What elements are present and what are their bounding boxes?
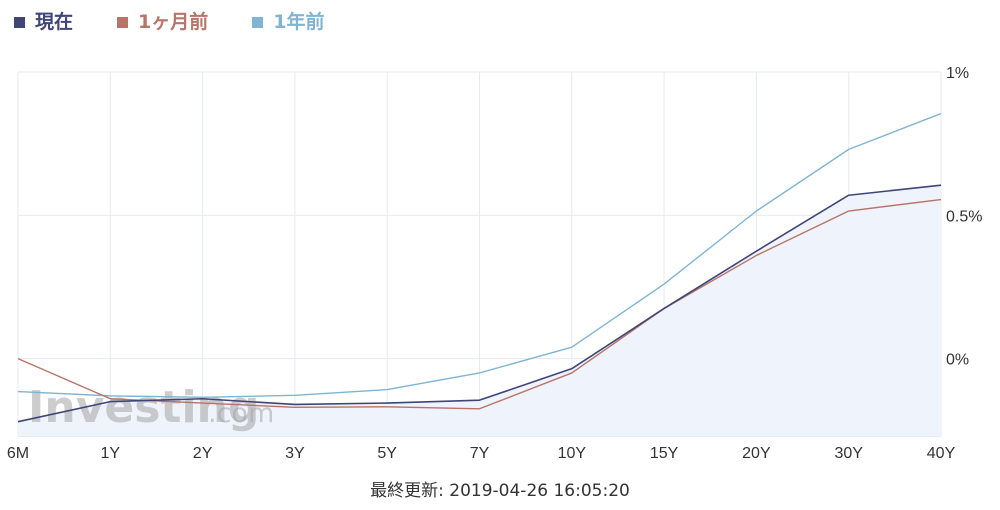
x-tick-label-5Y: 5Y <box>377 445 397 462</box>
legend: 現在 1ヶ月前 1年前 <box>14 8 368 36</box>
last-updated-value: 2019-04-26 16:05:20 <box>449 481 630 501</box>
y-tick-label-2: 0% <box>946 352 969 369</box>
yield-curve-chart: Investing .com 6M 1Y 2Y 3Y 5Y 7Y 10Y 15Y 20Y 30Y 4… <box>7 65 983 462</box>
area-current <box>18 185 941 436</box>
watermark-brand: Investing <box>28 382 259 433</box>
investing-watermark-logo: Investing .com <box>28 382 274 433</box>
legend-item-1-month-ago[interactable]: 1ヶ月前 <box>117 8 208 36</box>
x-tick-label-15Y: 15Y <box>650 445 679 462</box>
y-axis-labels: 1% 0.5% 0% <box>946 65 982 369</box>
x-tick-label-6M: 6M <box>7 445 29 462</box>
x-tick-label-10Y: 10Y <box>558 445 587 462</box>
legend-label-current: 現在 <box>35 11 74 33</box>
series-line-current <box>17 184 942 423</box>
x-tick-label-40Y: 40Y <box>927 445 956 462</box>
legend-item-1-year-ago[interactable]: 1年前 <box>252 8 324 36</box>
series-line-1-month-ago <box>17 198 942 410</box>
last-updated: 最終更新: 2019-04-26 16:05:20 <box>0 476 1000 501</box>
legend-label-1-year-ago: 1年前 <box>273 11 325 33</box>
series-line-1-year-ago <box>17 112 942 399</box>
x-tick-label-1Y: 1Y <box>101 445 121 462</box>
legend-item-current[interactable]: 現在 <box>14 8 73 36</box>
series-lines <box>17 112 942 423</box>
legend-swatch-1-year-ago-icon <box>252 16 264 28</box>
x-axis-labels: 6M 1Y 2Y 3Y 5Y 7Y 10Y 15Y 20Y 30Y 40Y <box>7 445 956 462</box>
x-tick-label-30Y: 30Y <box>834 445 863 462</box>
legend-swatch-1-month-ago-icon <box>117 16 129 28</box>
current-area-fill <box>18 185 941 436</box>
x-tick-label-2Y: 2Y <box>193 445 213 462</box>
x-tick-label-7Y: 7Y <box>470 445 490 462</box>
legend-label-1-month-ago: 1ヶ月前 <box>138 11 209 33</box>
y-tick-label-1: 0.5% <box>946 208 982 225</box>
y-tick-label-0: 1% <box>946 65 969 82</box>
x-tick-label-3Y: 3Y <box>285 445 305 462</box>
legend-swatch-current-icon <box>14 16 25 28</box>
x-tick-label-20Y: 20Y <box>742 445 771 462</box>
last-updated-label: 最終更新: <box>370 481 444 501</box>
